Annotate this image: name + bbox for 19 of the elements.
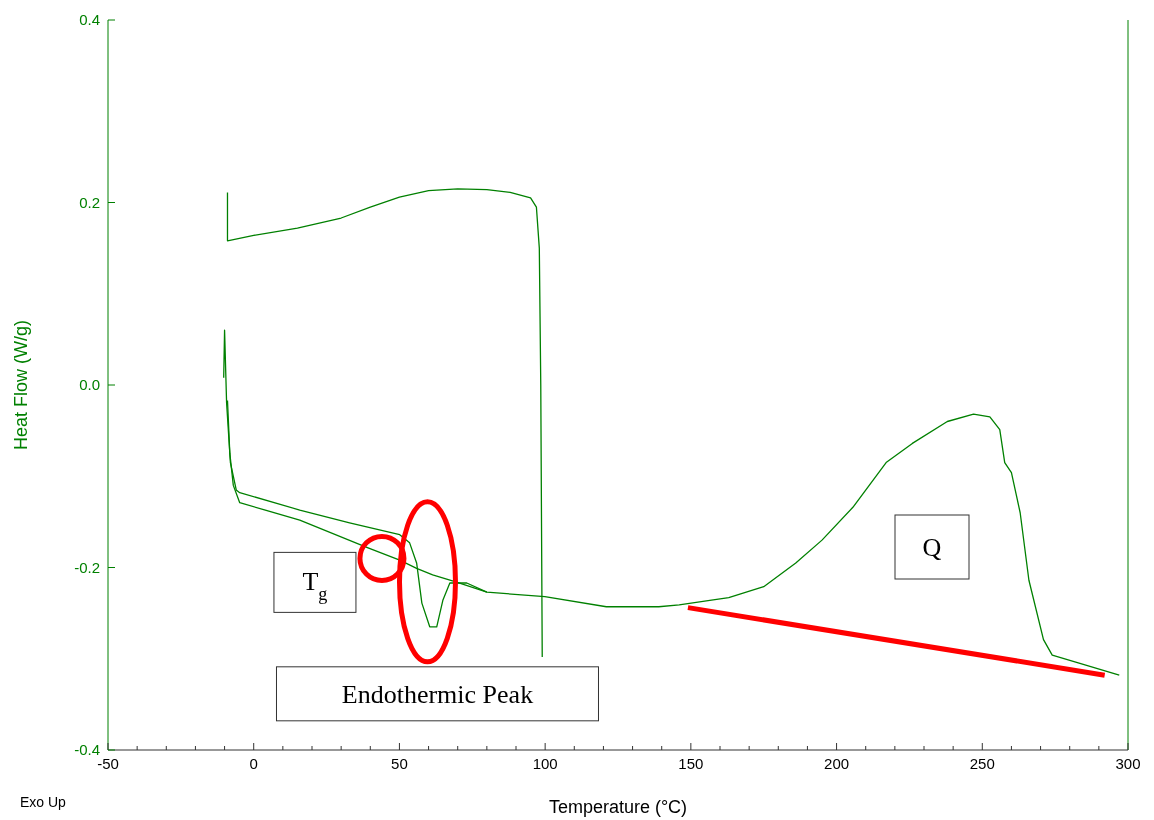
- x-tick-label: 300: [1115, 755, 1141, 772]
- annotation: Endothermic Peak: [341, 679, 534, 709]
- y-tick-label: 0.2: [79, 193, 100, 211]
- annotation: T$_{g}$: [302, 567, 328, 605]
- y-tick-label: -0.4: [74, 741, 100, 758]
- x-tick-label: 50: [391, 755, 408, 772]
- y-tick-label: 0.0: [79, 376, 100, 393]
- x-axis-title: Temperature (°C): [548, 797, 688, 817]
- annotation: Q: [922, 533, 942, 562]
- text: Exo Up: [20, 794, 67, 810]
- y-tick-label: 0.4: [79, 11, 100, 28]
- x-tick-label: -50: [97, 755, 119, 772]
- x-tick-label: 250: [969, 755, 995, 772]
- y-tick-label: -0.2: [74, 558, 100, 576]
- x-tick-label: 100: [532, 755, 558, 772]
- x-tick-label: 200: [824, 755, 850, 772]
- x-tick-label: 0: [249, 755, 258, 772]
- x-tick-label: 150: [678, 755, 704, 772]
- y-axis-title: Heat Flow (W/g): [11, 319, 31, 451]
